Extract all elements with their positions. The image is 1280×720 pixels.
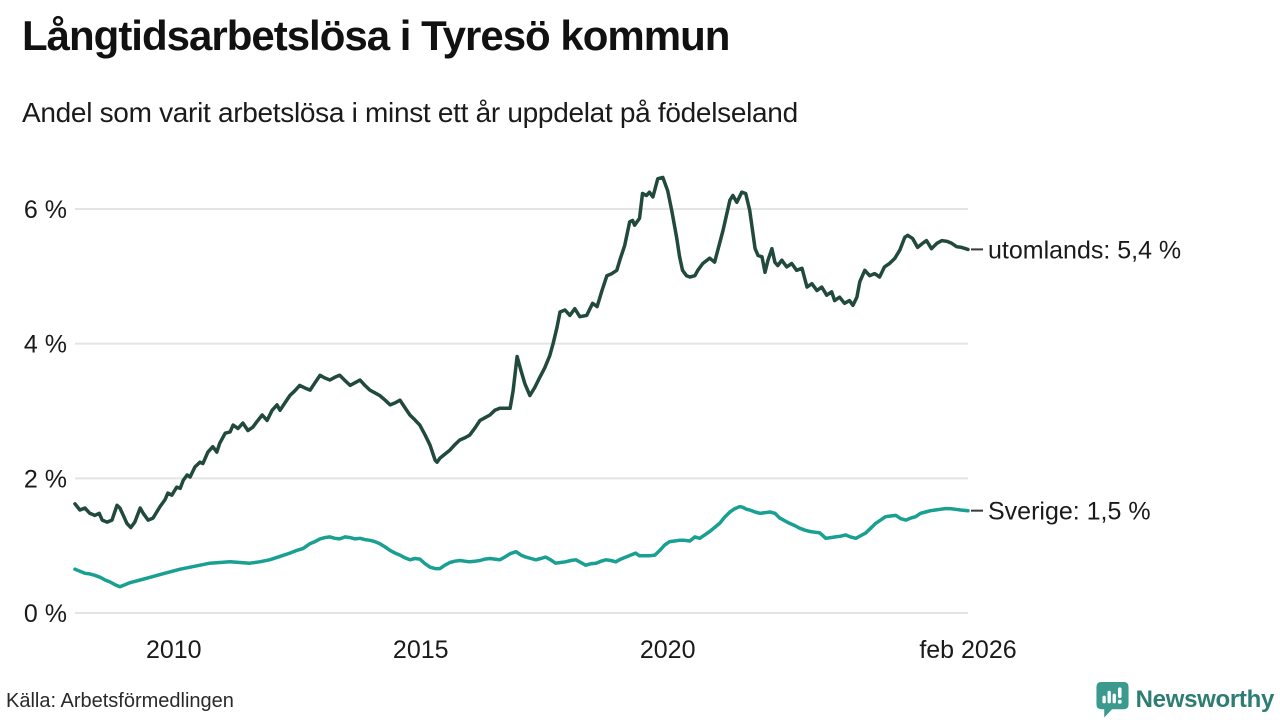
x-tick-label: 2010 bbox=[146, 636, 202, 664]
newsworthy-wordmark: Newsworthy bbox=[1135, 686, 1275, 713]
y-tick-label: 2 % bbox=[24, 465, 67, 493]
page-title: Långtidsarbetslösa i Tyresö kommun bbox=[22, 12, 730, 59]
x-tick-label: 2015 bbox=[393, 636, 449, 664]
series-label-utomlands: utomlands: 5,4 % bbox=[988, 236, 1181, 264]
y-tick-label: 0 % bbox=[24, 600, 67, 628]
chart-subtitle: Andel som varit arbetslösa i minst ett å… bbox=[22, 97, 798, 128]
y-tick-label: 4 % bbox=[24, 331, 67, 359]
source-note: Källa: Arbetsförmedlingen bbox=[6, 690, 234, 712]
series-line-utomlands bbox=[73, 175, 970, 530]
x-tick-label: feb 2026 bbox=[919, 636, 1016, 664]
x-tick-label: 2020 bbox=[640, 636, 696, 664]
newsworthy-bubble-chart-icon bbox=[1096, 682, 1129, 718]
newsworthy-logo: Newsworthy bbox=[1096, 682, 1274, 718]
series-label-Sverige: Sverige: 1,5 % bbox=[988, 498, 1151, 526]
y-tick-label: 6 % bbox=[24, 196, 67, 224]
series-line-Sverige bbox=[73, 504, 970, 589]
